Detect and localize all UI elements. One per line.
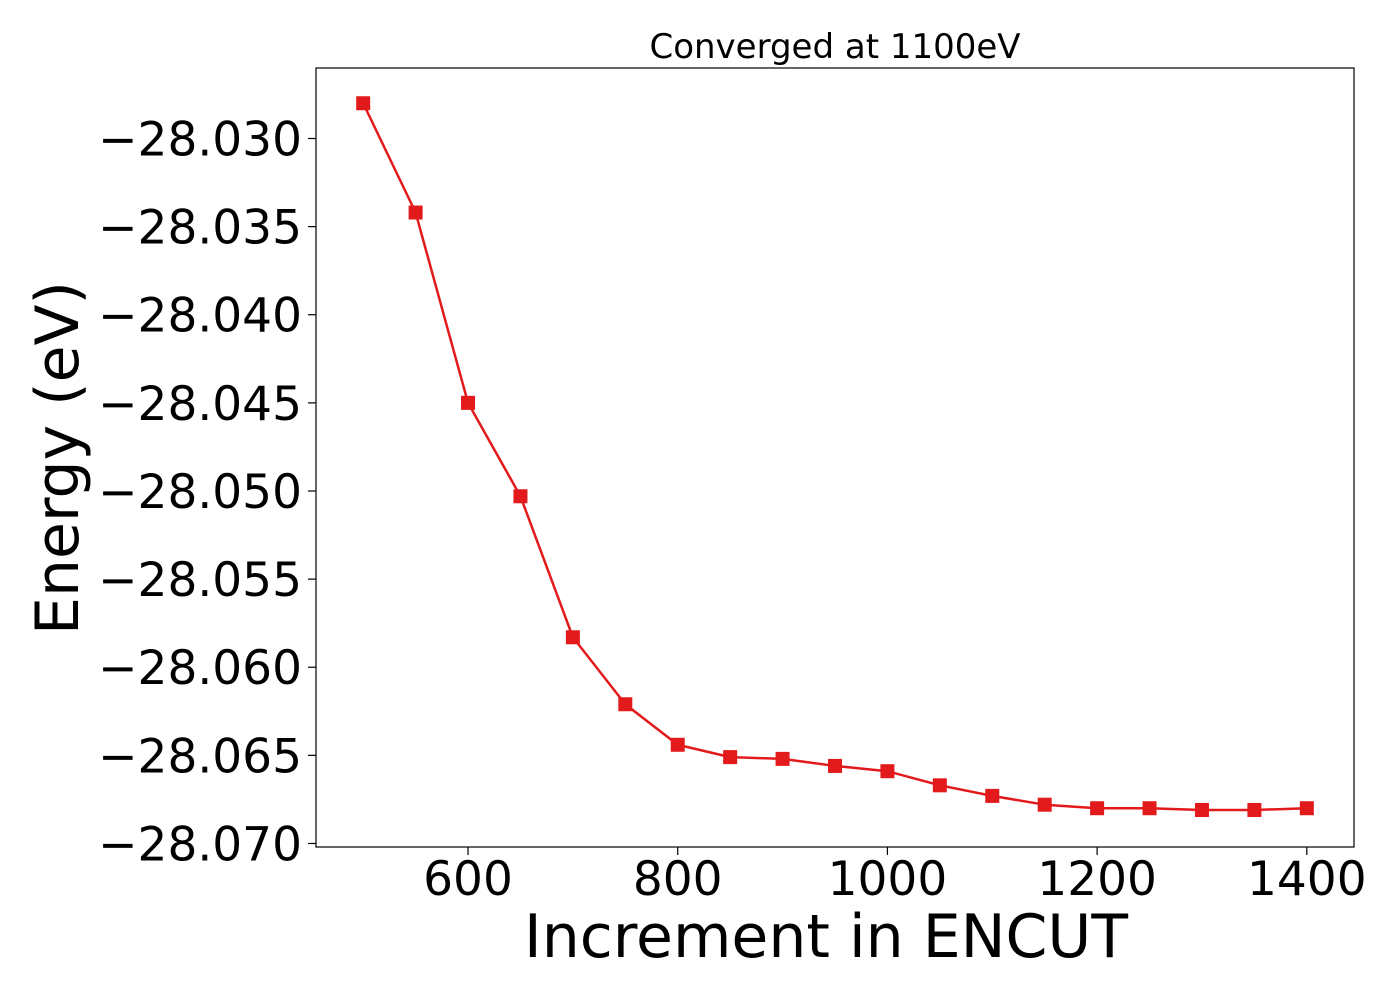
data-point-marker xyxy=(775,751,790,766)
plot-area-frame xyxy=(315,67,1355,848)
data-point-marker xyxy=(1090,801,1105,816)
data-point-marker xyxy=(880,764,895,779)
y-axis-ticks: −28.030 −28.035 −28.040 −28.045 −28.050 −28.0… xyxy=(98,112,316,872)
data-point-marker xyxy=(723,750,738,765)
data-point-marker xyxy=(828,758,842,773)
y-tick-label: −28.065 xyxy=(98,729,302,784)
data-point-marker xyxy=(1037,797,1052,812)
x-tick-label: 600 xyxy=(423,852,513,907)
data-point-marker xyxy=(1142,801,1157,816)
y-tick-label: −28.050 xyxy=(98,465,302,520)
data-point-marker xyxy=(513,489,528,504)
y-tick-label: −28.055 xyxy=(98,553,302,608)
y-tick-label: −28.045 xyxy=(98,377,302,432)
series-layer xyxy=(356,96,1314,817)
x-axis-ticks: 600 800 1000 1200 1400 xyxy=(423,847,1367,907)
y-tick-label: −28.060 xyxy=(98,641,302,696)
data-point-marker xyxy=(461,395,476,410)
data-point-marker xyxy=(1247,802,1262,817)
data-point-marker xyxy=(618,697,633,712)
series-line xyxy=(362,102,1307,812)
y-tick-label: −28.030 xyxy=(98,112,302,167)
data-point-marker xyxy=(932,778,947,793)
chart-title: Converged at 1100eV xyxy=(649,27,1020,67)
data-point-marker xyxy=(565,630,580,645)
y-axis-label: Energy (eV) xyxy=(23,281,93,635)
x-tick-label: 800 xyxy=(633,852,723,907)
data-point-marker xyxy=(1299,801,1314,816)
data-point-marker xyxy=(670,737,685,752)
data-point-marker xyxy=(408,205,423,220)
y-tick-label: −28.040 xyxy=(98,289,302,344)
data-point-marker xyxy=(356,96,371,111)
y-tick-label: −28.035 xyxy=(98,201,302,256)
x-tick-label: 1400 xyxy=(1247,852,1367,907)
x-axis-label: Increment in ENCUT xyxy=(524,902,1128,972)
data-point-marker xyxy=(1194,802,1209,817)
data-point-marker xyxy=(985,788,1000,803)
y-tick-label: −28.070 xyxy=(98,817,302,872)
x-tick-label: 1000 xyxy=(828,852,948,907)
x-tick-label: 1200 xyxy=(1037,852,1157,907)
